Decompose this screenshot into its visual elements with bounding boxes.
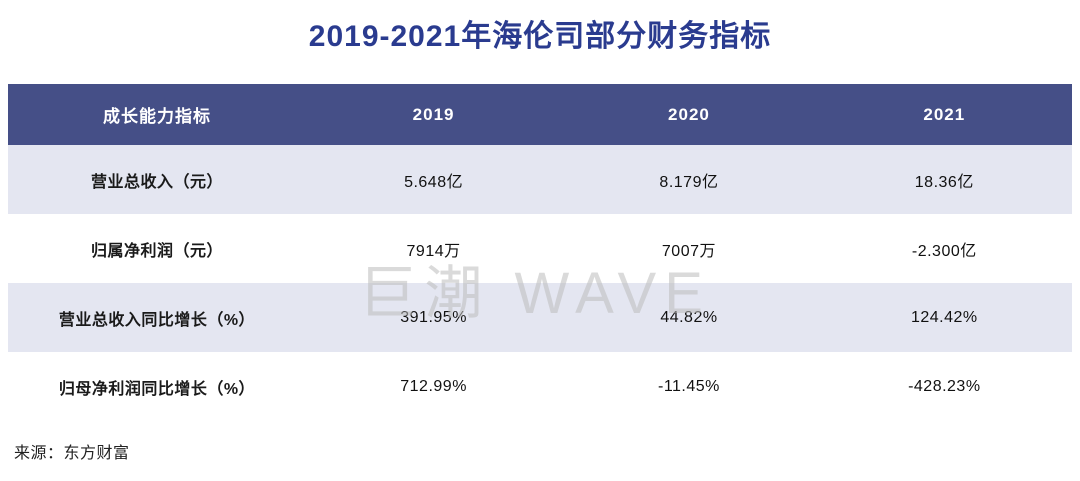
row-label: 营业总收入（元）	[90, 173, 223, 191]
cell-value: 18.36亿	[914, 173, 974, 191]
column-header-2019: 2019	[305, 84, 562, 145]
cell-value: -428.23%	[908, 377, 981, 395]
cell-value: 5.648亿	[404, 173, 464, 191]
financial-table-container: 成长能力指标 2019 2020 2021 营业总收入（元） 5.648亿 8.…	[8, 84, 1072, 421]
cell-value: 391.95%	[400, 308, 467, 326]
table-header-row: 成长能力指标 2019 2020 2021	[8, 84, 1072, 145]
cell-value: -2.300亿	[911, 242, 977, 260]
page-title: 2019-2021年海伦司部分财务指标	[308, 20, 772, 53]
column-header-2021: 2021	[816, 84, 1072, 145]
row-label: 归属净利润（元）	[90, 242, 223, 260]
source-note: 来源：东方财富	[14, 445, 130, 462]
table-row-net-profit: 归属净利润（元） 7914万 7007万 -2.300亿	[8, 214, 1072, 283]
cell-value: 124.42%	[910, 308, 978, 326]
table-row-revenue-growth: 营业总收入同比增长（%） 391.95% 44.82% 124.42%	[8, 283, 1072, 352]
cell-value: 7914万	[406, 242, 461, 260]
table-row-revenue: 营业总收入（元） 5.648亿 8.179亿 18.36亿	[8, 145, 1072, 214]
row-label: 归母净利润同比增长（%）	[58, 380, 256, 398]
row-label: 营业总收入同比增长（%）	[58, 311, 256, 329]
cell-value: 712.99%	[400, 377, 467, 395]
table-row-net-profit-growth: 归母净利润同比增长（%） 712.99% -11.45% -428.23%	[8, 352, 1072, 421]
column-header-indicator: 成长能力指标	[8, 84, 306, 145]
cell-value: 44.82%	[660, 308, 718, 326]
cell-value: 8.179亿	[659, 173, 719, 191]
cell-value: 7007万	[661, 242, 716, 260]
cell-value: -11.45%	[657, 377, 720, 395]
column-header-2020: 2020	[561, 84, 817, 145]
financial-table: 成长能力指标 2019 2020 2021 营业总收入（元） 5.648亿 8.…	[8, 84, 1072, 421]
